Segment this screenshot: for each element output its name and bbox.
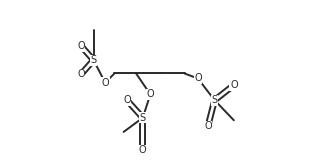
Text: O: O xyxy=(146,89,154,99)
Text: O: O xyxy=(194,73,202,84)
Text: O: O xyxy=(139,145,147,155)
Text: O: O xyxy=(230,80,238,90)
Text: O: O xyxy=(101,78,109,88)
Text: O: O xyxy=(77,69,85,79)
Text: O: O xyxy=(123,95,131,105)
Text: S: S xyxy=(140,113,146,123)
Text: S: S xyxy=(91,55,97,65)
Text: S: S xyxy=(211,95,218,105)
Text: O: O xyxy=(77,41,85,51)
Text: O: O xyxy=(204,121,212,131)
